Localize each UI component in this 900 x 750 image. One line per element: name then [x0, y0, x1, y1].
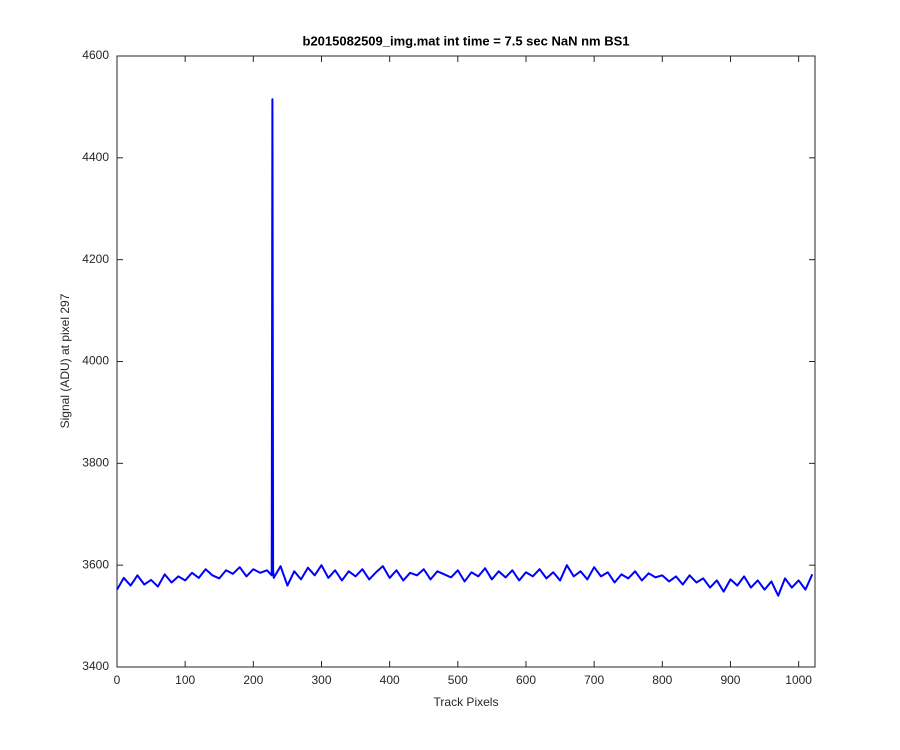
x-tick-label: 0 [114, 673, 121, 687]
x-tick-label: 600 [516, 673, 536, 687]
y-tick-label: 4200 [82, 252, 109, 266]
y-tick-label: 4400 [82, 150, 109, 164]
x-tick-label: 400 [380, 673, 400, 687]
y-tick-label: 4000 [82, 354, 109, 368]
chart-title: b2015082509_img.mat int time = 7.5 sec N… [303, 33, 630, 48]
y-tick-label: 4600 [82, 48, 109, 62]
x-tick-label: 200 [243, 673, 263, 687]
y-tick-label: 3600 [82, 557, 109, 571]
data-line [116, 98, 814, 597]
x-tick-label: 100 [175, 673, 195, 687]
x-tick-label: 900 [720, 673, 740, 687]
y-tick-label: 3800 [82, 456, 109, 470]
y-tick-label: 3400 [82, 659, 109, 673]
x-tick-label: 800 [652, 673, 672, 687]
x-tick-label: 1000 [785, 673, 812, 687]
x-tick-label: 700 [584, 673, 604, 687]
x-tick-label: 500 [448, 673, 468, 687]
x-axis-label: Track Pixels [434, 695, 499, 709]
y-axis-label: Signal (ADU) at pixel 297 [58, 293, 72, 428]
x-tick-label: 300 [311, 673, 331, 687]
